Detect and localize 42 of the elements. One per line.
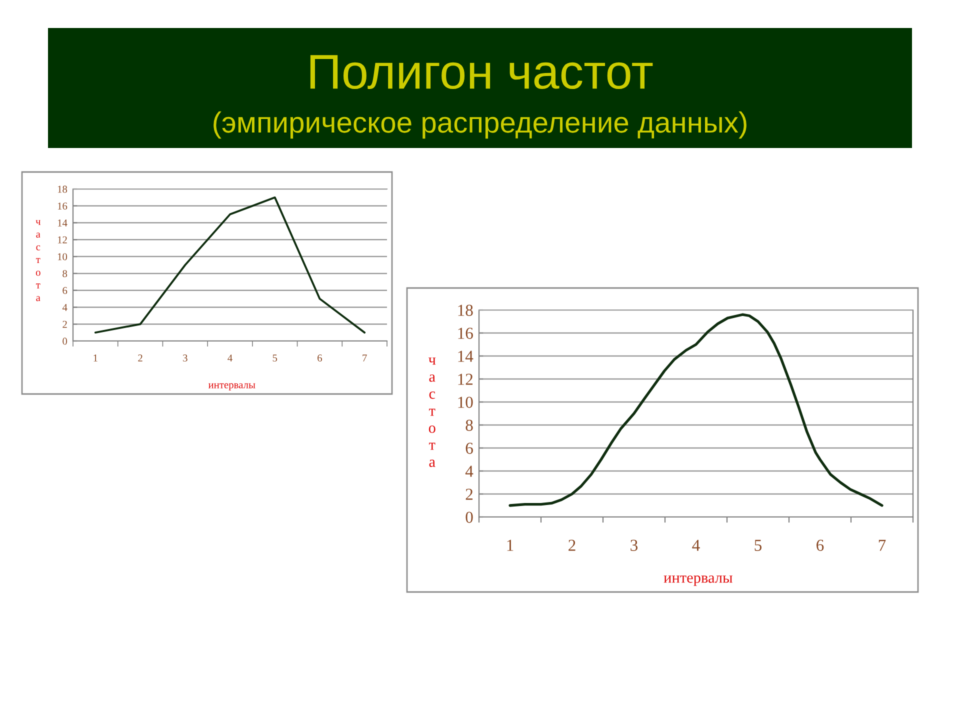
y-tick-label: 2 xyxy=(466,488,473,500)
x-tick-label: 5 xyxy=(272,354,278,362)
y-tick-label: 6 xyxy=(466,442,473,454)
text: (эмпирическое распределение данных) xyxy=(214,111,746,139)
x-tick-label: 5 xyxy=(754,540,762,551)
x-tick-label: 4 xyxy=(692,540,700,551)
y-tick-label: 10 xyxy=(58,253,68,260)
y-tick-label: 4 xyxy=(62,304,68,311)
x-tick-label: 6 xyxy=(816,540,824,551)
y-axis-title: частота xyxy=(428,358,436,467)
x-tick-label: 2 xyxy=(138,354,142,362)
y-tick-label: 0 xyxy=(466,512,473,523)
y-tick-label: 18 xyxy=(58,186,68,193)
y-tick-label: 6 xyxy=(62,287,68,294)
x-tick-label: 6 xyxy=(318,354,322,362)
y-tick-label: 8 xyxy=(62,270,68,278)
y-tick-label: 18 xyxy=(458,304,473,316)
y-tick-label: 16 xyxy=(458,328,473,339)
y-tick-label: 14 xyxy=(458,350,474,362)
x-axis-title: интервалы xyxy=(664,575,732,586)
x-tick-label: 7 xyxy=(878,540,886,551)
line-series xyxy=(94,196,366,334)
x-tick-label: 4 xyxy=(228,354,232,362)
y-tick-label: 2 xyxy=(62,320,67,328)
y-tick-label: 10 xyxy=(458,396,473,408)
x-axis-title: интервалы xyxy=(208,383,256,390)
line-series xyxy=(508,313,884,507)
x-tick-label: 3 xyxy=(630,540,638,551)
x-tick-label: 1 xyxy=(94,354,98,362)
x-tick-label: 2 xyxy=(568,540,576,551)
y-tick-label: 0 xyxy=(62,338,68,345)
y-tick-label: 4 xyxy=(465,466,474,477)
y-tick-label: 8 xyxy=(466,420,473,431)
x-tick-label: 7 xyxy=(362,354,367,362)
y-axis-title: частота xyxy=(36,220,41,302)
y-tick-label: 14 xyxy=(58,220,68,226)
x-tick-label: 3 xyxy=(183,354,188,362)
y-tick-label: 16 xyxy=(58,202,68,210)
y-tick-label: 12 xyxy=(458,374,473,385)
chart-title: Полигон частот xyxy=(310,55,653,90)
y-tick-label: 12 xyxy=(58,236,67,244)
x-tick-label: 1 xyxy=(507,540,514,551)
